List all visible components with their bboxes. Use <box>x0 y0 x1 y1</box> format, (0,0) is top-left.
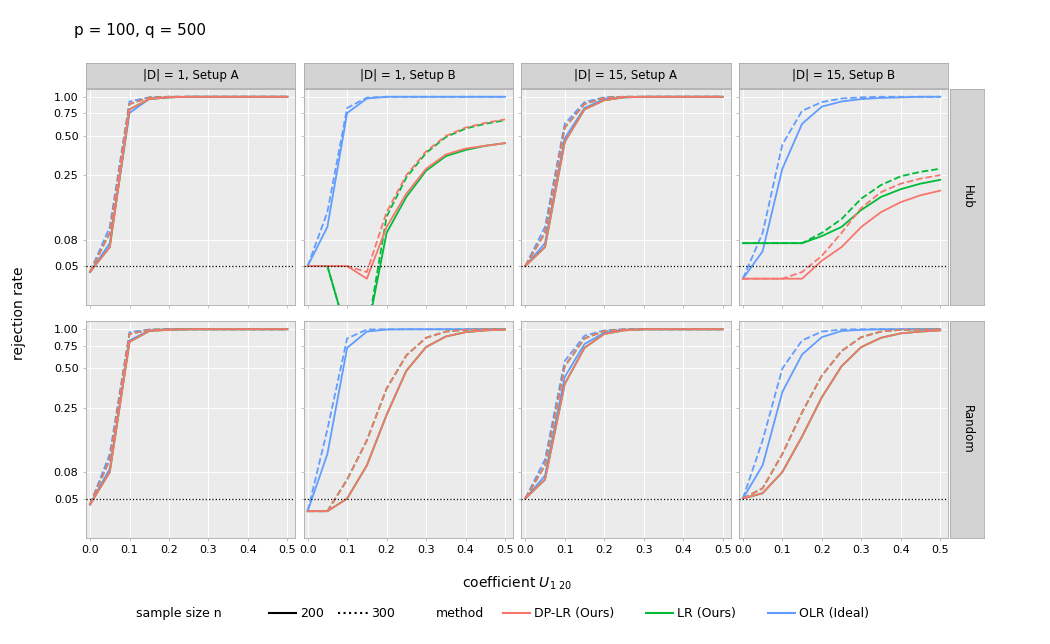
Text: |D| = 1, Setup A: |D| = 1, Setup A <box>143 69 238 82</box>
Text: Hub: Hub <box>961 185 973 209</box>
Text: coefficient $\mathit{U}_{1\ 20}$: coefficient $\mathit{U}_{1\ 20}$ <box>462 574 572 592</box>
Text: sample size n: sample size n <box>136 607 223 620</box>
Text: p = 100, q = 500: p = 100, q = 500 <box>74 23 206 37</box>
Text: 200: 200 <box>300 607 324 620</box>
Text: OLR (Ideal): OLR (Ideal) <box>799 607 869 620</box>
Text: |D| = 15, Setup A: |D| = 15, Setup A <box>574 69 677 82</box>
Text: method: method <box>436 607 484 620</box>
Text: rejection rate: rejection rate <box>12 267 26 360</box>
Text: 300: 300 <box>371 607 395 620</box>
Text: DP-LR (Ours): DP-LR (Ours) <box>534 607 614 620</box>
Text: LR (Ours): LR (Ours) <box>677 607 736 620</box>
Text: |D| = 15, Setup B: |D| = 15, Setup B <box>792 69 895 82</box>
Text: |D| = 1, Setup B: |D| = 1, Setup B <box>360 69 456 82</box>
Text: Random: Random <box>961 405 973 454</box>
